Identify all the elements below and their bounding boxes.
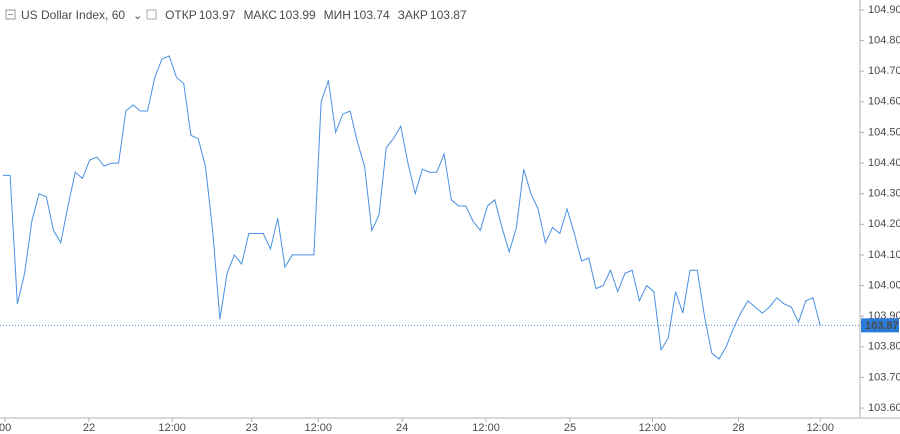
ohlc-value: 103.87 (430, 8, 467, 22)
collapse-icon[interactable] (5, 9, 16, 20)
y-tick-label: 103.80 (868, 341, 900, 353)
ohlc-value: 103.97 (199, 8, 236, 22)
y-tick-label: 104.70 (868, 65, 900, 77)
x-tick-label: 24 (396, 422, 408, 434)
price-line (2, 55, 821, 360)
ohlc-name: МАКС (243, 8, 277, 22)
y-tick-label: 104.20 (868, 218, 900, 230)
ohlc-value: 103.74 (353, 8, 390, 22)
y-tick-label: 104.40 (868, 157, 900, 169)
y-tick-label: 103.70 (868, 371, 900, 383)
x-tick-label: 25 (564, 422, 576, 434)
y-tick-label: 104.00 (868, 279, 900, 291)
x-tick-label: 12:00 (472, 422, 500, 434)
x-tick-label: 28 (732, 422, 744, 434)
settings-icon: ⌄ (133, 10, 142, 22)
last-price-label: 103.87 (865, 320, 899, 332)
hide-icon[interactable] (146, 9, 157, 20)
ohlc-value: 103.99 (279, 8, 316, 22)
x-tick-label: 12:00 (304, 422, 332, 434)
y-tick-label: 103.60 (868, 402, 900, 414)
y-tick-label: 104.50 (868, 126, 900, 138)
last-price-badge (861, 318, 899, 333)
x-tick-label: 22 (83, 422, 95, 434)
x-tick-label: 00 (0, 422, 11, 434)
x-tick-label: 12:00 (806, 422, 834, 434)
x-tick-label: 12:00 (158, 422, 186, 434)
symbol-title: US Dollar Index, 60 (21, 8, 125, 22)
x-tick-label: 12:00 (639, 422, 667, 434)
y-tick-label: 104.10 (868, 249, 900, 261)
y-tick-label: 104.60 (868, 96, 900, 108)
y-tick-label: 104.80 (868, 34, 900, 46)
y-tick-label: 104.90 (868, 4, 900, 16)
y-tick-label: 104.30 (868, 188, 900, 200)
ohlc-name: ОТКР (165, 8, 197, 22)
ohlc-name: ЗАКР (398, 8, 428, 22)
x-tick-label: 23 (246, 422, 258, 434)
ohlc-name: МИН (324, 8, 351, 22)
